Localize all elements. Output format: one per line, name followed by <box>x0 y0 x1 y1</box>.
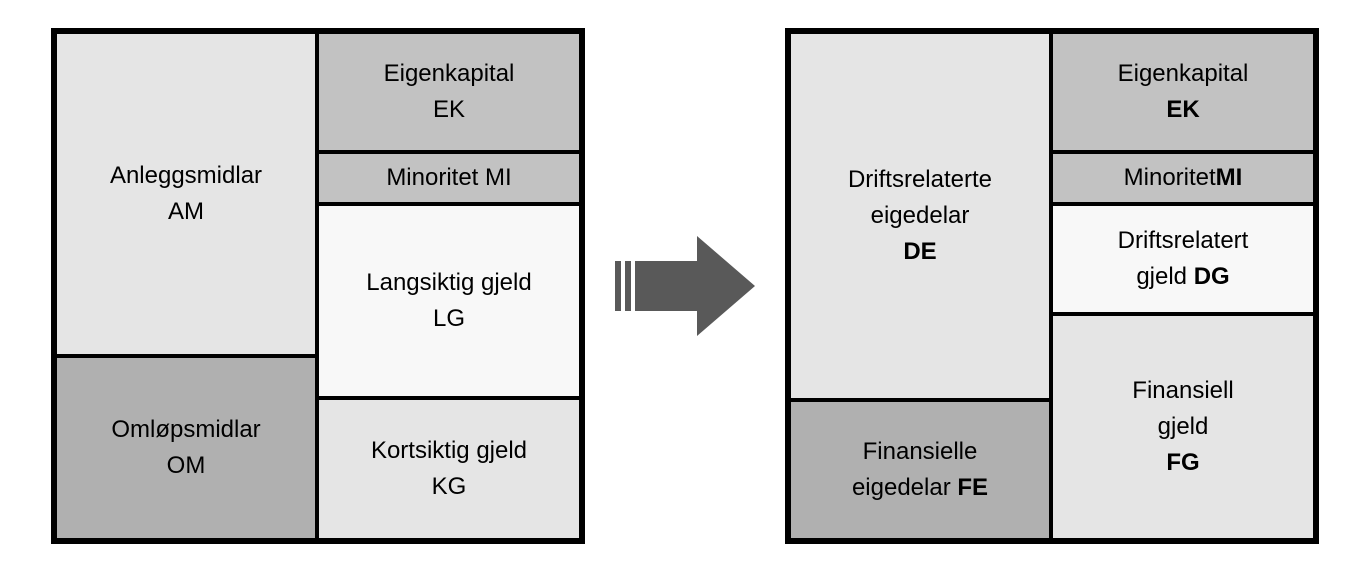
left-box-liabilities-column: Eigenkapital EK Minoritet MI Langsiktig … <box>317 32 581 540</box>
cell-mi2-abbr: MI <box>1216 160 1243 196</box>
cell-dg-line2: gjeld DG <box>1136 259 1229 295</box>
left-box-assets-column: Anleggsmidlar AM Omløpsmidlar OM <box>55 32 317 540</box>
cell-om: Omløpsmidlar OM <box>55 356 317 540</box>
cell-am-abbr: AM <box>168 194 204 230</box>
cell-am-label: Anleggsmidlar <box>110 158 262 194</box>
cell-kg-label: Kortsiktig gjeld <box>371 433 527 469</box>
cell-de-line1: Driftsrelaterte <box>848 162 992 198</box>
cell-fg-line2: gjeld <box>1158 409 1209 445</box>
cell-am: Anleggsmidlar AM <box>55 32 317 356</box>
cell-lg-label: Langsiktig gjeld <box>366 265 531 301</box>
cell-de-abbr: DE <box>903 234 936 270</box>
cell-fg-abbr: FG <box>1166 445 1199 481</box>
cell-fg: Finansiell gjeld FG <box>1051 314 1315 540</box>
arrow-icon <box>615 231 755 341</box>
cell-fg-line1: Finansiell <box>1132 373 1233 409</box>
cell-fe-line1: Finansielle <box>863 434 978 470</box>
cell-om-label: Omløpsmidlar <box>111 412 260 448</box>
diagram-container: Anleggsmidlar AM Omløpsmidlar OM Eigenka… <box>0 0 1370 572</box>
cell-lg-abbr: LG <box>433 301 465 337</box>
cell-mi: Minoritet MI <box>317 152 581 204</box>
cell-ek: Eigenkapital EK <box>317 32 581 152</box>
cell-dg-abbr: DG <box>1194 263 1230 290</box>
right-box-liabilities-column: Eigenkapital EK Minoritet MI Driftsrelat… <box>1051 32 1315 540</box>
cell-mi2: Minoritet MI <box>1051 152 1315 204</box>
cell-mi2-pre: Minoritet <box>1124 160 1216 196</box>
cell-mi-label: Minoritet MI <box>386 160 511 196</box>
cell-dg-line2-pre: gjeld <box>1136 263 1193 290</box>
cell-ek2-label: Eigenkapital <box>1118 56 1249 92</box>
cell-ek2: Eigenkapital EK <box>1051 32 1315 152</box>
cell-kg-abbr: KG <box>432 469 467 505</box>
cell-ek-label: Eigenkapital <box>384 56 515 92</box>
cell-de-line2: eigedelar <box>871 198 970 234</box>
cell-fe: Finansielle eigedelar FE <box>789 400 1051 540</box>
cell-kg: Kortsiktig gjeld KG <box>317 398 581 540</box>
cell-ek2-abbr: EK <box>1166 92 1199 128</box>
cell-dg: Driftsrelatert gjeld DG <box>1051 204 1315 314</box>
cell-ek-abbr: EK <box>433 92 465 128</box>
cell-fe-line2-pre: eigedelar <box>852 474 957 501</box>
cell-fe-abbr: FE <box>957 474 988 501</box>
cell-de: Driftsrelaterte eigedelar DE <box>789 32 1051 400</box>
right-box-assets-column: Driftsrelaterte eigedelar DE Finansielle… <box>789 32 1051 540</box>
cell-dg-line1: Driftsrelatert <box>1118 223 1249 259</box>
left-balance-box: Anleggsmidlar AM Omløpsmidlar OM Eigenka… <box>51 28 585 544</box>
cell-om-abbr: OM <box>167 448 206 484</box>
right-balance-box: Driftsrelaterte eigedelar DE Finansielle… <box>785 28 1319 544</box>
transform-arrow <box>615 231 755 341</box>
cell-fe-line2: eigedelar FE <box>852 470 988 506</box>
cell-lg: Langsiktig gjeld LG <box>317 204 581 398</box>
